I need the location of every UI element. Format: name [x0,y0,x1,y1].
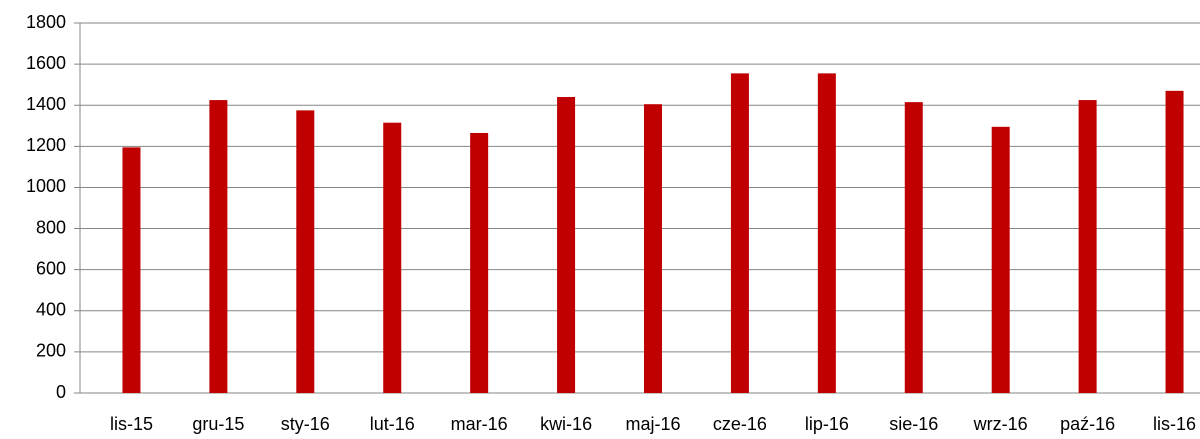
bar [1165,90,1184,393]
bar [817,73,836,393]
bar [644,104,662,393]
bar [296,110,315,393]
bar [557,97,576,393]
x-tick-label: gru-15 [192,414,244,434]
y-tick-label: 0 [56,382,66,402]
y-tick-label: 1400 [26,94,66,114]
y-tick-label: 1600 [26,53,66,73]
bar [730,73,749,393]
bar [1078,100,1097,393]
y-tick-label: 1000 [26,176,66,196]
y-tick-label: 800 [36,217,66,237]
bar [383,122,402,393]
x-tick-label: lis-16 [1153,414,1196,434]
x-tick-label: mar-16 [451,414,508,434]
x-tick-label: lis-15 [110,414,153,434]
x-tick-label: sty-16 [281,414,330,434]
x-tick-label: lut-16 [370,414,415,434]
x-tick-label: paź-16 [1060,414,1115,434]
bar [209,100,228,393]
x-tick-label: kwi-16 [540,414,592,434]
x-tick-label: cze-16 [713,414,767,434]
x-tick-label: lip-16 [805,414,849,434]
y-tick-label: 200 [36,341,66,361]
y-tick-label: 1200 [26,135,66,155]
x-tick-label: wrz-16 [973,414,1028,434]
y-tick-label: 400 [36,300,66,320]
y-tick-label: 1800 [26,12,66,32]
bar [991,126,1010,394]
bar [904,102,923,393]
y-tick-label: 600 [36,258,66,278]
x-tick-label: sie-16 [889,414,938,434]
bar [470,132,489,393]
bar [122,147,141,393]
x-tick-label: maj-16 [625,414,680,434]
